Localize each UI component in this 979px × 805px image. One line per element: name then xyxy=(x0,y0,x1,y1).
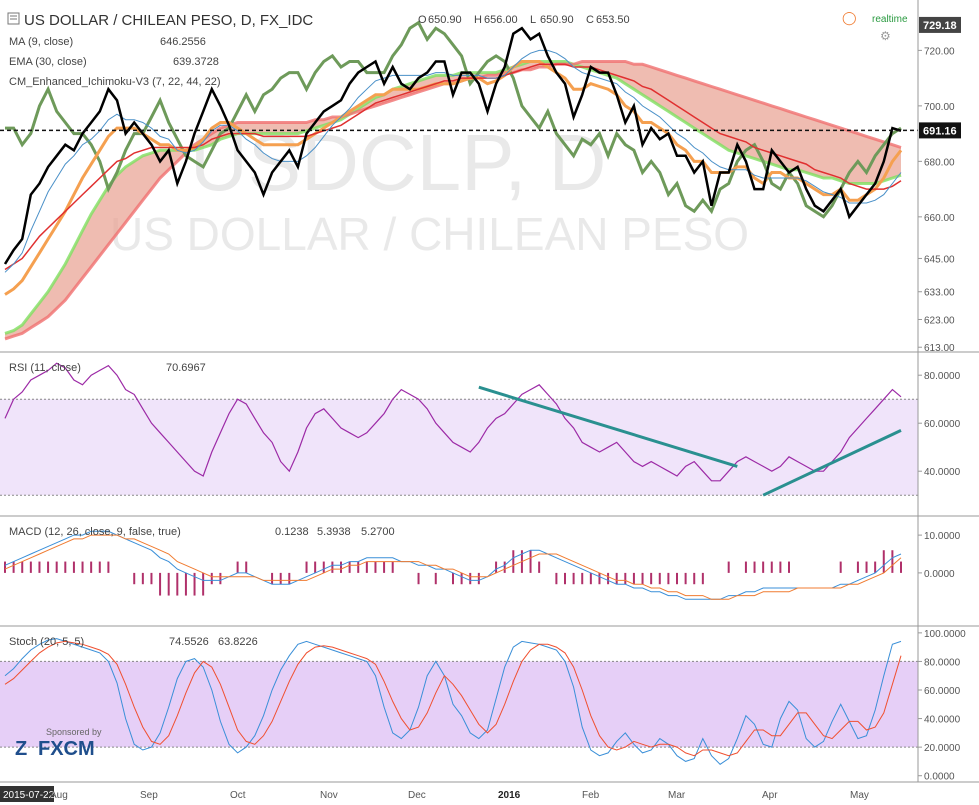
rsi-panel xyxy=(0,362,918,497)
stoch-legend-value: 63.8226 xyxy=(218,636,258,648)
price-plot xyxy=(0,20,918,341)
x-tick-label: 2015-07-22 xyxy=(3,790,55,801)
macd-signal-line xyxy=(4,534,902,600)
price-panel: USDCLP, D US DOLLAR / CHILEAN PESO xyxy=(0,20,918,341)
price-tick-label: 660.00 xyxy=(924,213,955,224)
price-tick-label: 680.00 xyxy=(924,157,955,168)
ohlc-value: 650.90 xyxy=(428,14,462,26)
x-tick-label: May xyxy=(850,790,869,801)
panel-stoch-band xyxy=(0,661,918,748)
sponsor-brand: FXCM xyxy=(38,738,95,760)
price-tick-label: 633.00 xyxy=(924,288,955,299)
ema-legend-value: 639.3728 xyxy=(173,56,219,68)
fxcm-logo-icon: Z xyxy=(15,738,27,760)
cm-legend-label: CM_Enhanced_Ichimoku-V3 (7, 22, 44, 22) xyxy=(9,76,221,88)
ichimoku-conversion-line xyxy=(4,60,903,296)
current-price-badge xyxy=(919,122,961,139)
x-tick-label: Sep xyxy=(140,790,158,801)
stoch-legend-label: Stoch (20, 5, 5) xyxy=(9,636,84,648)
stoch-panel xyxy=(0,638,918,765)
panel-stoch-tick-label: 100.0000 xyxy=(924,629,966,640)
panel-rsi-tick-label: 40.0000 xyxy=(924,467,961,478)
panel-rsi-tick-label: 80.0000 xyxy=(924,371,961,382)
top-price-label: 729.18 xyxy=(923,20,957,32)
rsi-legend-label: RSI (11, close) xyxy=(9,362,81,374)
x-tick-label: Oct xyxy=(230,790,246,801)
ohlc-value: 656.00 xyxy=(484,14,518,26)
collapse-icon[interactable] xyxy=(7,12,20,25)
rsi-line xyxy=(4,362,902,482)
ohlc-key: C xyxy=(586,14,594,26)
panel-stoch-tick-label: 40.0000 xyxy=(924,715,961,726)
price-line xyxy=(3,26,902,265)
x-tick-label: Nov xyxy=(320,790,338,801)
x-tick-label: 2016 xyxy=(498,790,521,801)
macd-panel xyxy=(4,530,902,600)
y-axis: 613.00 623.00 633.00 645.00 660.00 680.00 700.… xyxy=(0,0,979,783)
panel-macd-tick-label: 0.0000 xyxy=(924,569,955,580)
ohlc-value: 653.50 xyxy=(596,14,630,26)
macd-line xyxy=(4,530,902,600)
price-tick-label: 623.00 xyxy=(924,315,955,326)
rsi-trendline-down xyxy=(478,385,738,468)
macd-legend-value: 0.1238 xyxy=(275,526,309,538)
sponsor-line: Sponsored by xyxy=(46,727,102,737)
realtime-icon: ◯ xyxy=(842,10,857,26)
x-tick-label: Aug xyxy=(50,790,68,801)
x-tick-label: Feb xyxy=(582,790,600,801)
panel-stoch-tick-label: 0.0000 xyxy=(924,772,955,783)
panel-rsi-tick-label: 60.0000 xyxy=(924,419,961,430)
price-tick-label: 700.00 xyxy=(924,102,955,113)
panel-macd-tick-label: 10.0000 xyxy=(924,531,961,542)
stoch-legend-value: 74.5526 xyxy=(169,636,209,648)
ohlc-key: H xyxy=(474,14,482,26)
rsi-legend-value: 70.6967 xyxy=(166,362,206,374)
macd-legend-label: MACD (12, 26, close, 9, false, true) xyxy=(9,526,181,538)
macd-legend-value: 5.3938 xyxy=(317,526,351,538)
panel-stoch-tick-label: 80.0000 xyxy=(924,657,961,668)
ichimoku-cloud xyxy=(5,61,901,339)
panel-rsi-band xyxy=(0,399,918,496)
panel-stoch-tick-label: 60.0000 xyxy=(924,686,961,697)
ema-legend-label: EMA (30, close) xyxy=(9,56,87,68)
ohlc-key: L xyxy=(530,14,536,26)
price-tick-label: 613.00 xyxy=(924,343,955,354)
ichimoku-lagging-line xyxy=(5,20,902,219)
legends: MA (9, close) 646.2556 EMA (30, close) 6… xyxy=(9,36,395,648)
ma-legend-label: MA (9, close) xyxy=(9,36,73,48)
rsi-trendline-up xyxy=(762,429,902,497)
x-tick-label: Apr xyxy=(762,790,778,801)
x-tick-label: Mar xyxy=(668,790,686,801)
gear-icon[interactable]: ⚙ xyxy=(880,29,891,43)
chart-header: US DOLLAR / CHILEAN PESO, D, FX_IDC O 650… xyxy=(7,10,908,43)
stoch-d-line xyxy=(4,640,902,757)
ohlc-values: O 650.90 H 656.00 L 650.90 C 653.50 xyxy=(418,14,630,26)
sponsor-logo: Sponsored by Z FXCM xyxy=(15,727,102,760)
price-tick-label: 720.00 xyxy=(924,46,955,57)
panel-stoch-tick-label: 20.0000 xyxy=(924,743,961,754)
price-tick-label: 645.00 xyxy=(924,254,955,265)
top-price-badge xyxy=(919,16,961,33)
current-price-label: 691.16 xyxy=(923,125,957,137)
watermark-name: US DOLLAR / CHILEAN PESO xyxy=(110,208,749,260)
ema-line xyxy=(4,63,902,271)
x-start-badge xyxy=(0,786,54,802)
ma-legend-value: 646.2556 xyxy=(160,36,206,48)
x-tick-label: Dec xyxy=(408,790,426,801)
ohlc-value: 650.90 xyxy=(540,14,574,26)
chart-title: US DOLLAR / CHILEAN PESO, D, FX_IDC xyxy=(24,12,313,29)
macd-legend-value: 5.2700 xyxy=(361,526,395,538)
ohlc-key: O xyxy=(418,14,427,26)
realtime-label: realtime xyxy=(872,14,908,25)
